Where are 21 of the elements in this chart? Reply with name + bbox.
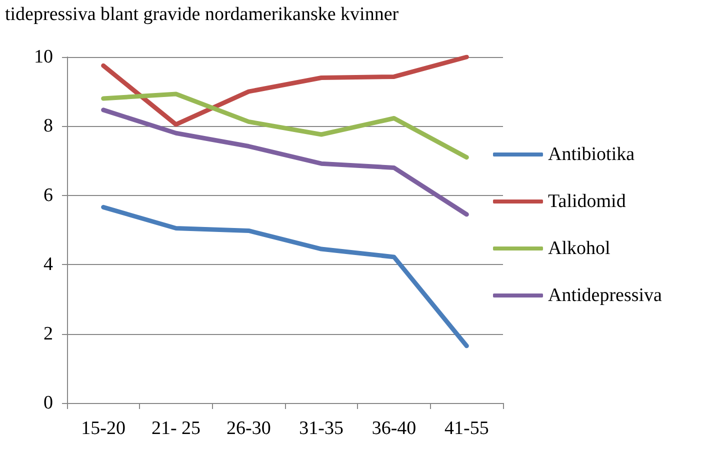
legend-label: Antidepressiva [548, 285, 663, 306]
x-tick-label: 21- 25 [151, 418, 201, 439]
x-tick-label: 31-35 [299, 418, 344, 439]
y-tick-label: 8 [44, 116, 53, 137]
line-series [101, 54, 469, 127]
y-tick-label: 10 [34, 46, 53, 68]
x-tick-label: 15-20 [81, 418, 126, 439]
y-tick-label: 4 [44, 254, 54, 276]
legend-label: Talidomid [548, 191, 626, 212]
y-tick-label: 6 [44, 184, 53, 206]
y-tick-label: 2 [44, 323, 53, 344]
y-tick-label: 0 [44, 392, 53, 414]
line-series [101, 92, 469, 160]
legend-label: Alkohol [548, 238, 610, 259]
x-tick-label: 41-55 [444, 418, 489, 439]
legend-label: Antibiotika [548, 144, 636, 165]
x-tick-label: 26-30 [226, 418, 271, 439]
line-series [101, 108, 469, 217]
chart-title: tidepressiva blant gravide nordamerikanske kvinner [5, 4, 400, 25]
x-tick-label: 36-40 [372, 418, 416, 439]
line-series [101, 204, 469, 348]
